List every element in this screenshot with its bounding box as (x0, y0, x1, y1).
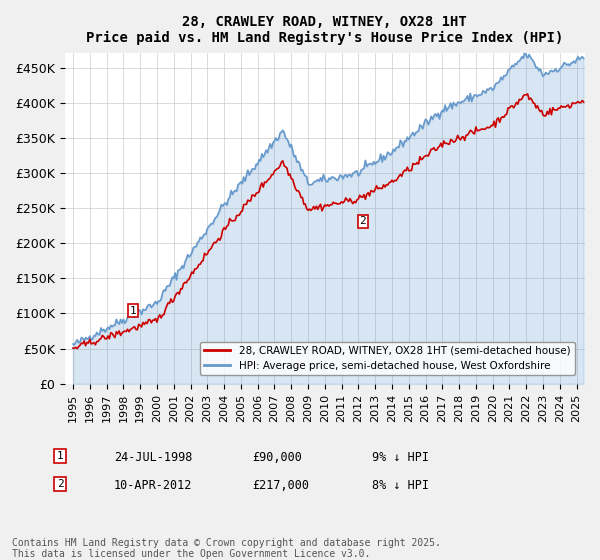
Text: 24-JUL-1998: 24-JUL-1998 (114, 451, 193, 464)
Text: £217,000: £217,000 (252, 479, 309, 492)
Text: Contains HM Land Registry data © Crown copyright and database right 2025.
This d: Contains HM Land Registry data © Crown c… (12, 538, 441, 559)
Legend: 28, CRAWLEY ROAD, WITNEY, OX28 1HT (semi-detached house), HPI: Average price, se: 28, CRAWLEY ROAD, WITNEY, OX28 1HT (semi… (200, 342, 575, 375)
FancyBboxPatch shape (128, 304, 138, 317)
Title: 28, CRAWLEY ROAD, WITNEY, OX28 1HT
Price paid vs. HM Land Registry's House Price: 28, CRAWLEY ROAD, WITNEY, OX28 1HT Price… (86, 15, 563, 45)
Text: 2: 2 (359, 216, 366, 226)
Text: £90,000: £90,000 (252, 451, 302, 464)
Text: 1: 1 (56, 451, 64, 461)
Text: 8% ↓ HPI: 8% ↓ HPI (372, 479, 429, 492)
Text: 10-APR-2012: 10-APR-2012 (114, 479, 193, 492)
Text: 9% ↓ HPI: 9% ↓ HPI (372, 451, 429, 464)
Text: 1: 1 (130, 306, 136, 316)
FancyBboxPatch shape (358, 215, 368, 228)
Text: 2: 2 (56, 479, 64, 489)
